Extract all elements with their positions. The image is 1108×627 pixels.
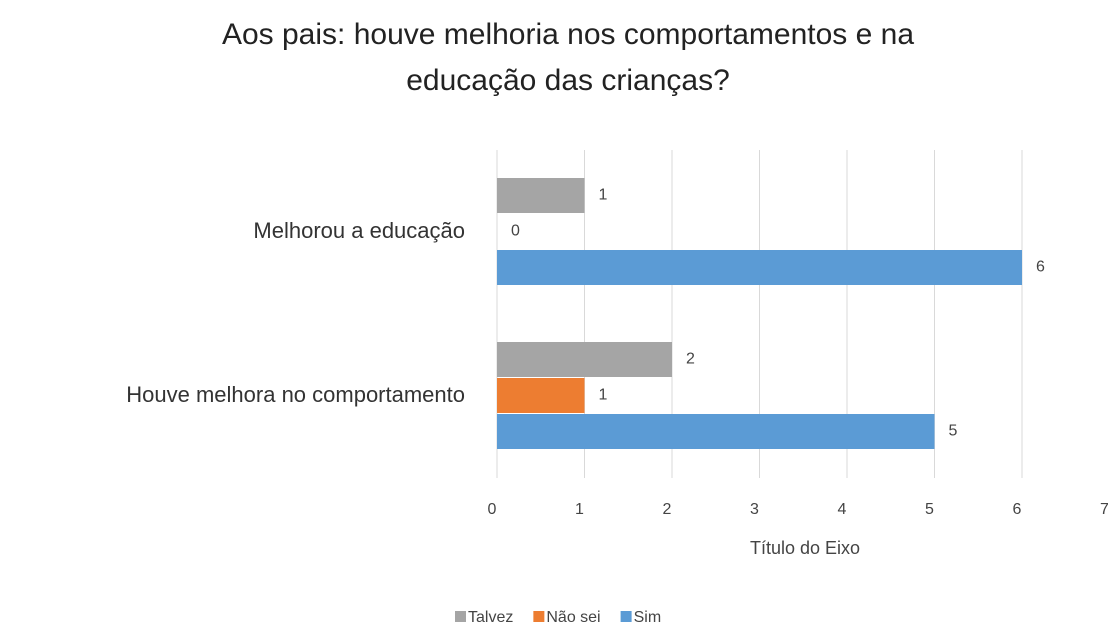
- bar: [497, 414, 935, 449]
- data-label: 1: [599, 387, 608, 404]
- x-axis-title: Título do Eixo: [750, 538, 860, 558]
- category-label: Houve melhora no comportamento: [126, 382, 465, 407]
- x-tick-label: 2: [663, 501, 672, 518]
- x-tick-label: 3: [750, 501, 759, 518]
- data-label: 2: [686, 351, 695, 368]
- x-tick-label: 4: [838, 501, 847, 518]
- legend-swatch: [620, 611, 632, 622]
- legend-label: Sim: [634, 609, 662, 626]
- category-label: Melhorou a educação: [253, 218, 465, 243]
- x-tick-label: 5: [925, 501, 934, 518]
- x-tick-label: 7: [1100, 501, 1108, 518]
- bar: [497, 342, 672, 377]
- x-tick-label: 0: [488, 501, 497, 518]
- legend-label: Não sei: [546, 609, 600, 626]
- legend-swatch: [455, 611, 466, 622]
- chart-title: Aos pais: houve melhoria nos comportamen…: [221, 18, 915, 97]
- bar: [497, 250, 1022, 285]
- data-label: 1: [599, 187, 608, 204]
- legend-label: Talvez: [468, 609, 513, 626]
- data-label: 5: [949, 423, 958, 440]
- data-label: 6: [1036, 259, 1045, 276]
- data-label: 0: [511, 223, 520, 240]
- bar: [497, 178, 585, 213]
- bar: [497, 378, 585, 413]
- legend-swatch: [533, 611, 545, 622]
- x-tick-label: 6: [1013, 501, 1022, 518]
- x-tick-label: 1: [575, 501, 584, 518]
